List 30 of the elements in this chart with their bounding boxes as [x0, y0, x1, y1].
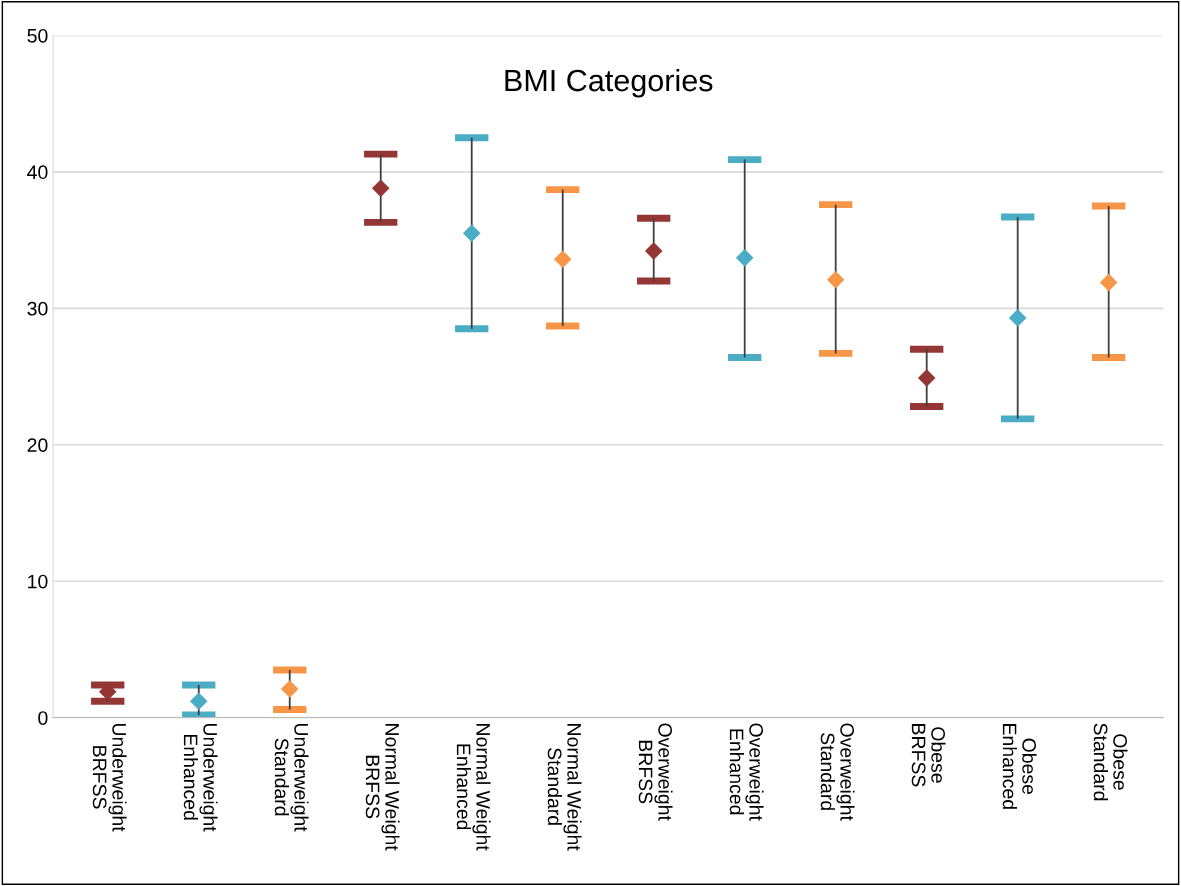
point — [1008, 309, 1027, 327]
point — [917, 369, 936, 387]
y-tick-label: 50 — [27, 28, 48, 43]
x-tick-label: Obese Standard — [1093, 723, 1128, 801]
point — [735, 249, 754, 267]
text: BMI Categories — [505, 68, 713, 98]
x-tick-label: Overweight BRFSS — [638, 723, 673, 821]
y-tick-label: 0 — [38, 711, 48, 725]
x-tick-label: Underweight Standard — [274, 724, 309, 832]
x-tick-label: Normal Weight Enhanced — [456, 724, 491, 851]
point — [826, 270, 845, 289]
y-tick-label: 20 — [27, 438, 48, 453]
point — [462, 224, 481, 243]
y-tick-label: 40 — [27, 165, 48, 180]
x-tick-label: Overweight Standard — [820, 723, 855, 821]
x-tick-label: Underweight Enhanced — [183, 724, 218, 832]
point — [189, 692, 208, 711]
x-tick-label: Underweight BRFSS — [92, 724, 127, 832]
y-tick-label: 30 — [27, 301, 48, 316]
point — [1099, 273, 1118, 292]
point — [553, 250, 572, 268]
x-tick-label: Overweight Enhanced — [729, 723, 764, 821]
point — [371, 179, 390, 198]
y-tick-label: 10 — [28, 574, 48, 589]
x-tick-label: Obese BRFSS — [911, 724, 946, 787]
point — [644, 242, 663, 260]
point — [280, 680, 299, 698]
x-tick-label: Normal Weight BRFSS — [365, 724, 400, 851]
x-tick-label: Normal Weight Standard — [547, 724, 582, 851]
x-tick-label: Obese Enhanced — [1002, 724, 1037, 809]
